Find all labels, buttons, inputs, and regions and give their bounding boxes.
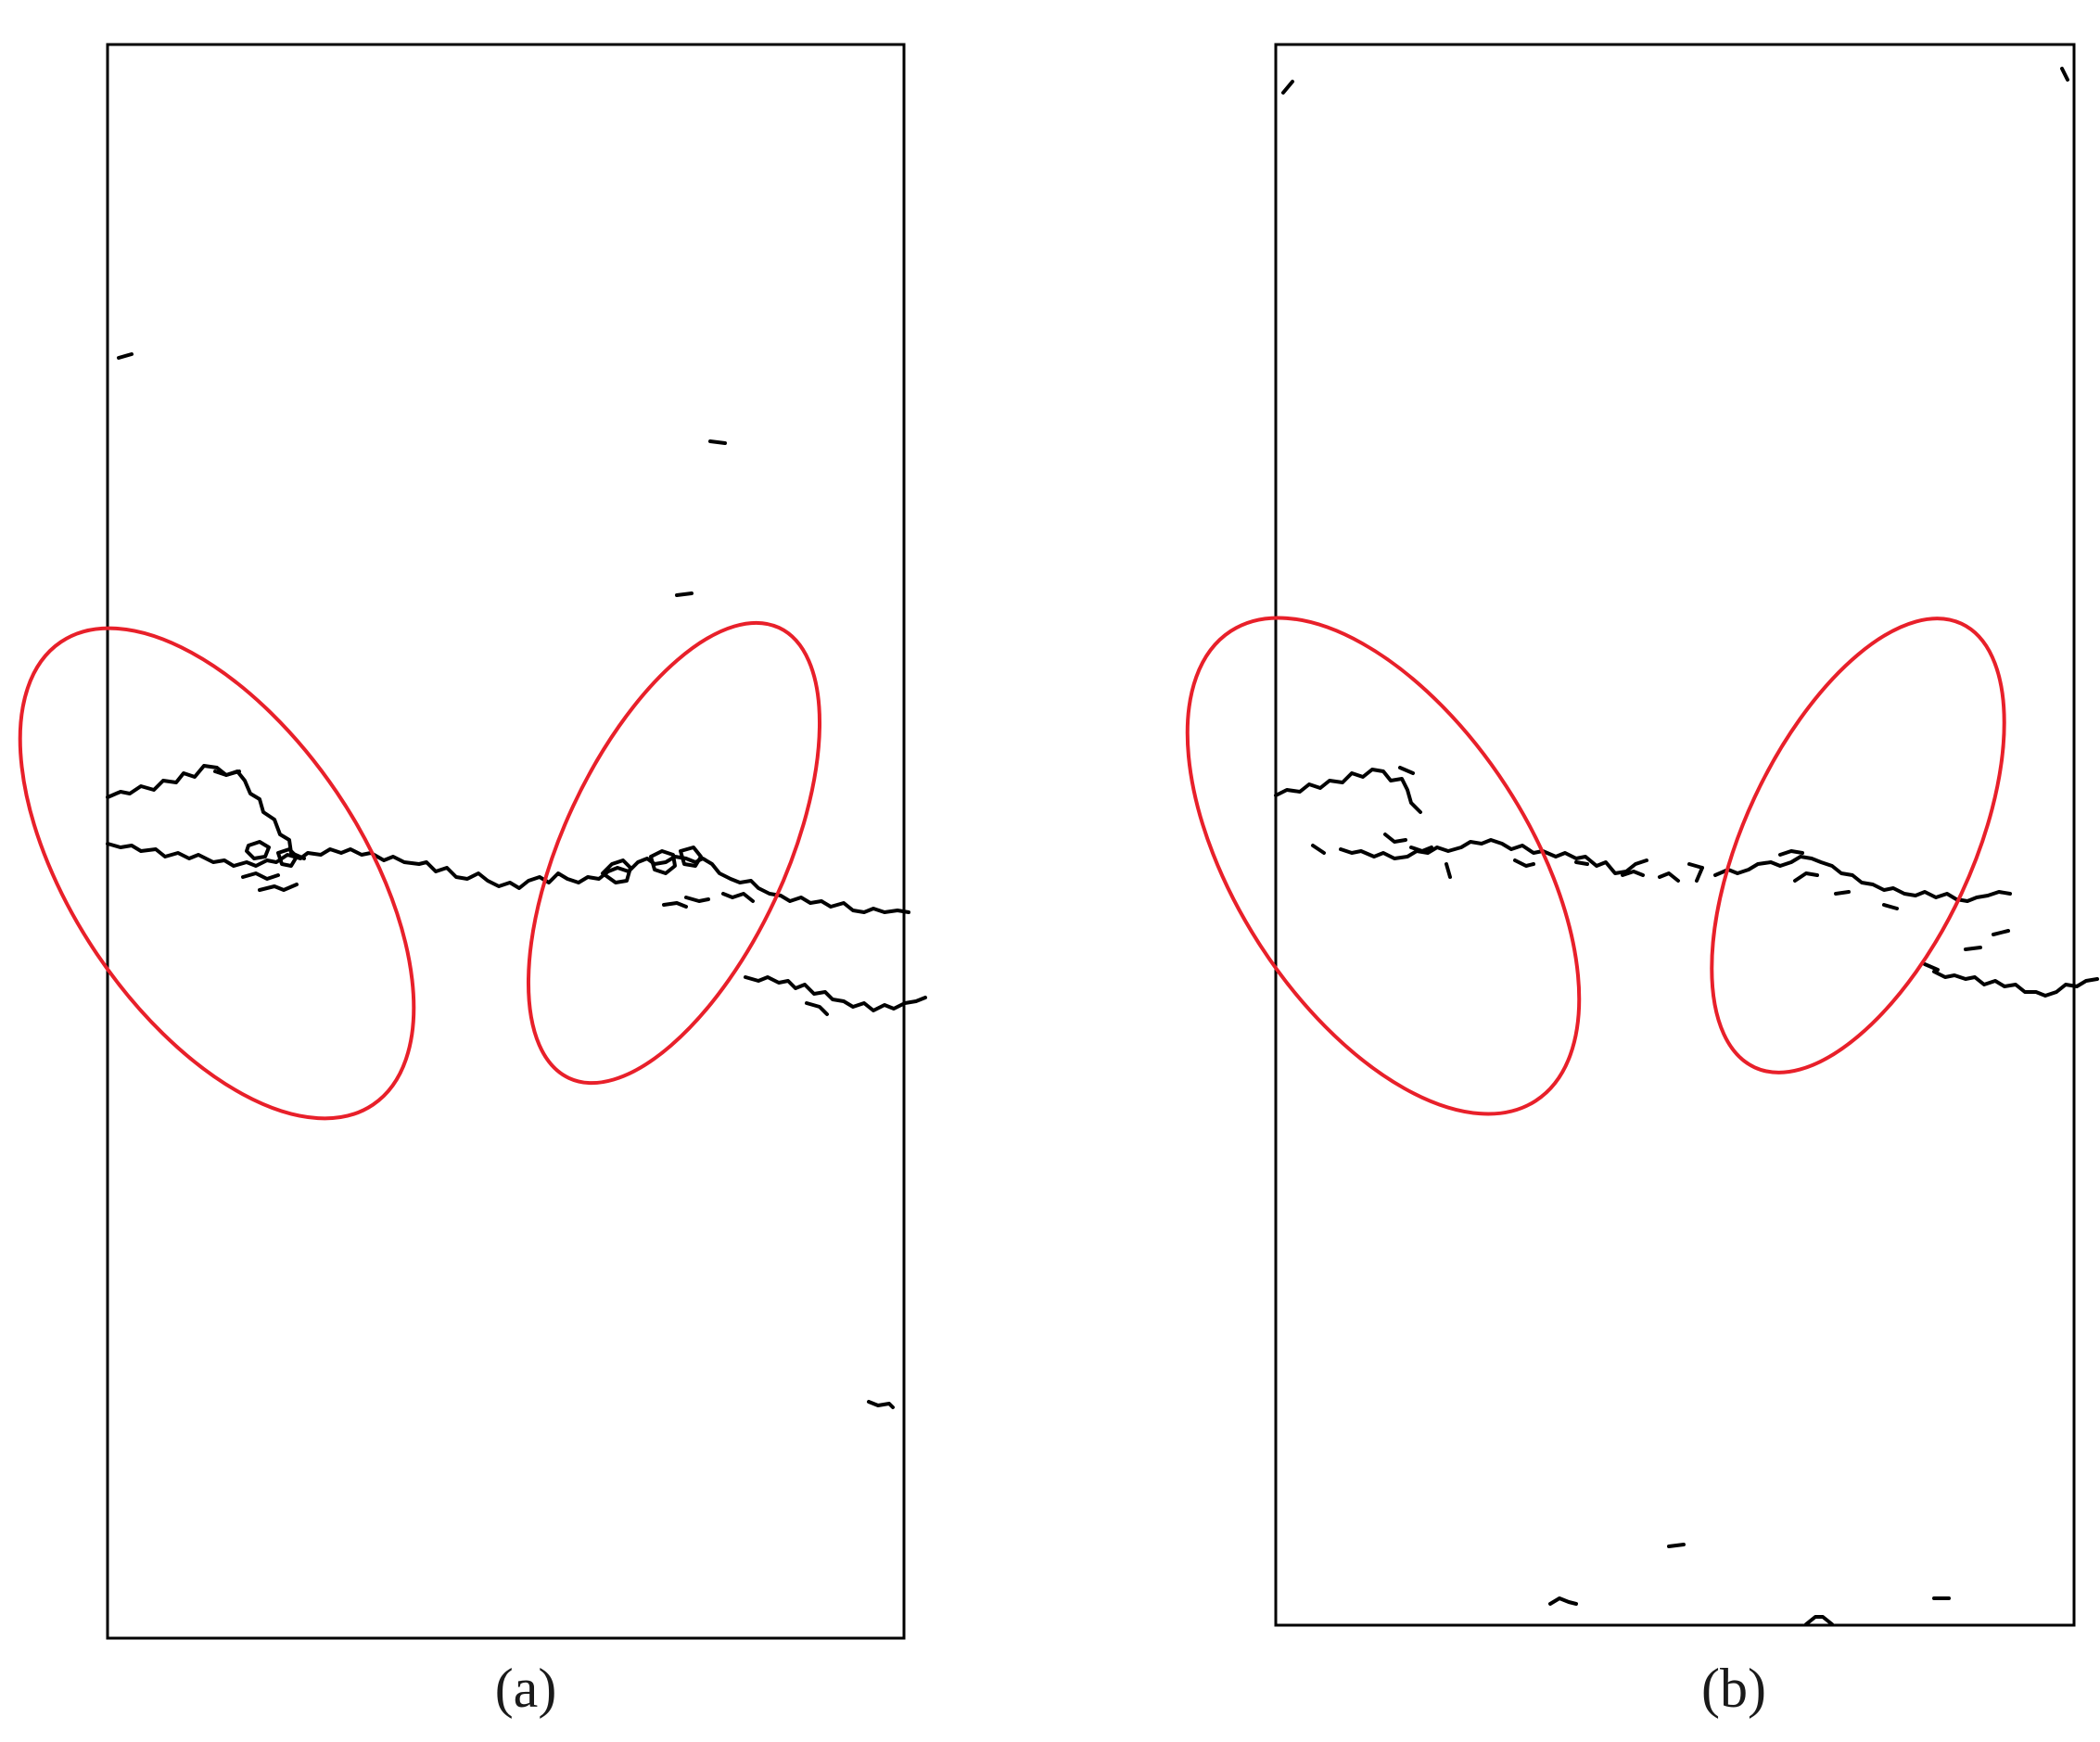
panel-b-small-crack [1398, 766, 1415, 775]
panel-b-small-crack [1964, 946, 1982, 951]
panel-b-small-crack [1548, 1596, 1578, 1606]
panel-a: (a) [18, 43, 927, 1719]
panel-a-caption: (a) [495, 1658, 557, 1719]
panel-b-highlight-ellipse-left [1185, 616, 1582, 1116]
panel-a-small-crack [213, 769, 241, 777]
panel-b-small-crack [1882, 903, 1899, 910]
panel-a-small-crack [117, 352, 134, 360]
panel-a-crack-tangle [601, 846, 703, 884]
panel-b-small-crack [1834, 890, 1851, 896]
panel-b-small-crack [1687, 862, 1704, 870]
panel-b-main-crack-upper [1274, 768, 1422, 814]
panel-b-small-crack [1621, 870, 1645, 877]
panel-b-main-crack [1713, 855, 2012, 903]
panel-b-small-crack [1804, 1615, 1834, 1626]
panel-a-main-crack-upper [106, 764, 306, 860]
panel-a-crack-tangle [245, 840, 299, 868]
panel-a-specimen-frame [106, 43, 906, 1640]
panel-a-small-crack [721, 892, 755, 903]
panel-a-small-crack [675, 591, 694, 597]
panel-a-highlight-ellipse-right [526, 620, 822, 1086]
panel-a-small-crack [805, 1001, 829, 1016]
panel-b-specimen-frame [1274, 43, 2076, 1627]
panel-a-crack-network [106, 352, 927, 1409]
panel-b-caption: (b) [1701, 1658, 1766, 1719]
panel-b-small-crack [1778, 849, 1804, 857]
panel-b-small-crack [1923, 962, 1940, 972]
panel-b-small-crack [1281, 80, 1294, 95]
panel-b-small-crack [2060, 67, 2069, 82]
panel-a-small-crack [684, 896, 710, 903]
panel-b-crack-network [1274, 67, 2099, 1626]
panel-b-small-crack [1695, 866, 1704, 883]
panel-b-small-crack [1574, 860, 1589, 866]
panel-a-small-crack [258, 883, 299, 892]
panel-b-small-crack [1513, 858, 1535, 868]
panel-b: (b) [1185, 43, 2099, 1719]
panel-a-lower-branch [744, 975, 927, 1012]
panel-a-small-crack [662, 901, 688, 909]
panel-b-lower-branch [1932, 970, 2099, 998]
panel-b-small-crack [1793, 871, 1819, 883]
panel-b-small-crack [1992, 929, 2010, 936]
panel-b-highlight-ellipse-right [1710, 617, 2006, 1074]
panel-b-small-crack [1667, 1543, 1686, 1548]
panel-a-main-crack [106, 842, 910, 914]
panel-b-small-crack [1383, 833, 1407, 844]
panel-b-small-crack [1409, 846, 1433, 853]
panel-a-small-crack [867, 1400, 895, 1409]
panel-a-small-crack [708, 439, 727, 445]
panel-a-highlight-ellipse-left [18, 626, 416, 1121]
panel-b-small-crack [1445, 862, 1452, 879]
panel-b-main-crack [1339, 838, 1648, 875]
panel-b-small-crack [1311, 844, 1326, 855]
panel-a-small-crack [241, 871, 280, 881]
panel-b-small-crack [1658, 871, 1680, 883]
